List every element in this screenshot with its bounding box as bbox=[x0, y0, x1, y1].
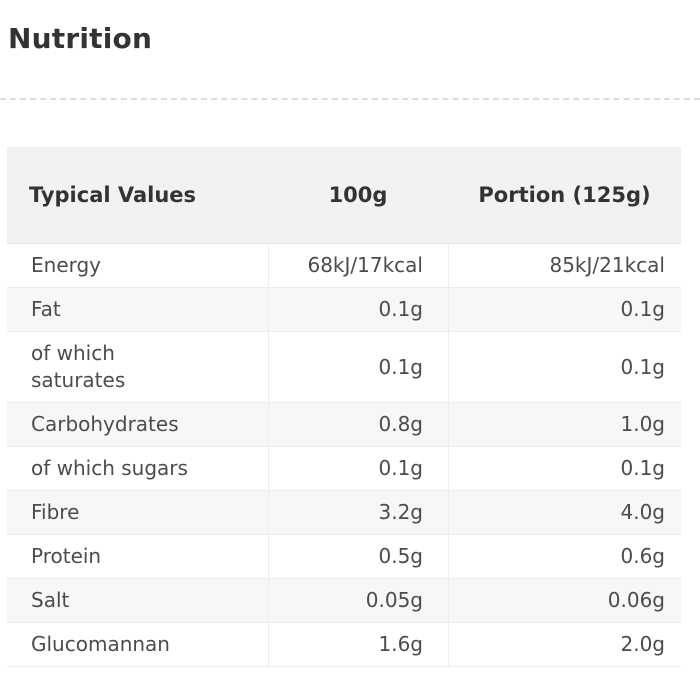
row-label: Glucomannan bbox=[7, 623, 268, 667]
value-100g: 0.8g bbox=[268, 403, 448, 447]
row-label: Fat bbox=[7, 288, 268, 332]
value-100g: 0.5g bbox=[268, 535, 448, 579]
table-row-energy: Energy 68kJ/17kcal 85kJ/21kcal bbox=[7, 244, 681, 288]
value-portion: 0.06g bbox=[448, 579, 681, 623]
table-row-protein: Protein 0.5g 0.6g bbox=[7, 535, 681, 579]
page-title: Nutrition bbox=[8, 22, 153, 55]
row-label: of which sugars bbox=[7, 447, 268, 491]
value-portion: 2.0g bbox=[448, 623, 681, 667]
row-label: Energy bbox=[7, 244, 268, 288]
row-label: Carbohydrates bbox=[7, 403, 268, 447]
value-portion: 0.1g bbox=[448, 332, 681, 403]
value-100g: 3.2g bbox=[268, 491, 448, 535]
row-label: Protein bbox=[7, 535, 268, 579]
row-label: Salt bbox=[7, 579, 268, 623]
value-100g: 1.6g bbox=[268, 623, 448, 667]
value-portion: 85kJ/21kcal bbox=[448, 244, 681, 288]
value-100g: 0.1g bbox=[268, 288, 448, 332]
value-100g: 0.1g bbox=[268, 447, 448, 491]
value-portion: 0.1g bbox=[448, 447, 681, 491]
table-row-saturates: of which saturates 0.1g 0.1g bbox=[7, 332, 681, 403]
value-100g: 0.05g bbox=[268, 579, 448, 623]
column-header-typical-values: Typical Values bbox=[7, 147, 268, 244]
row-label: Fibre bbox=[7, 491, 268, 535]
table-row-carbohydrates: Carbohydrates 0.8g 1.0g bbox=[7, 403, 681, 447]
table-row-salt: Salt 0.05g 0.06g bbox=[7, 579, 681, 623]
row-label: of which saturates bbox=[7, 332, 268, 403]
column-header-portion: Portion (125g) bbox=[448, 147, 681, 244]
table-row-glucomannan: Glucomannan 1.6g 2.0g bbox=[7, 623, 681, 667]
value-portion: 0.6g bbox=[448, 535, 681, 579]
value-portion: 0.1g bbox=[448, 288, 681, 332]
column-header-100g: 100g bbox=[268, 147, 448, 244]
value-100g: 68kJ/17kcal bbox=[268, 244, 448, 288]
dashed-divider bbox=[0, 98, 700, 100]
value-portion: 1.0g bbox=[448, 403, 681, 447]
table-row-fat: Fat 0.1g 0.1g bbox=[7, 288, 681, 332]
table-row-sugars: of which sugars 0.1g 0.1g bbox=[7, 447, 681, 491]
nutrition-table: Typical Values 100g Portion (125g) Energ… bbox=[7, 147, 681, 667]
value-portion: 4.0g bbox=[448, 491, 681, 535]
value-100g: 0.1g bbox=[268, 332, 448, 403]
table-row-fibre: Fibre 3.2g 4.0g bbox=[7, 491, 681, 535]
table-header-row: Typical Values 100g Portion (125g) bbox=[7, 147, 681, 244]
